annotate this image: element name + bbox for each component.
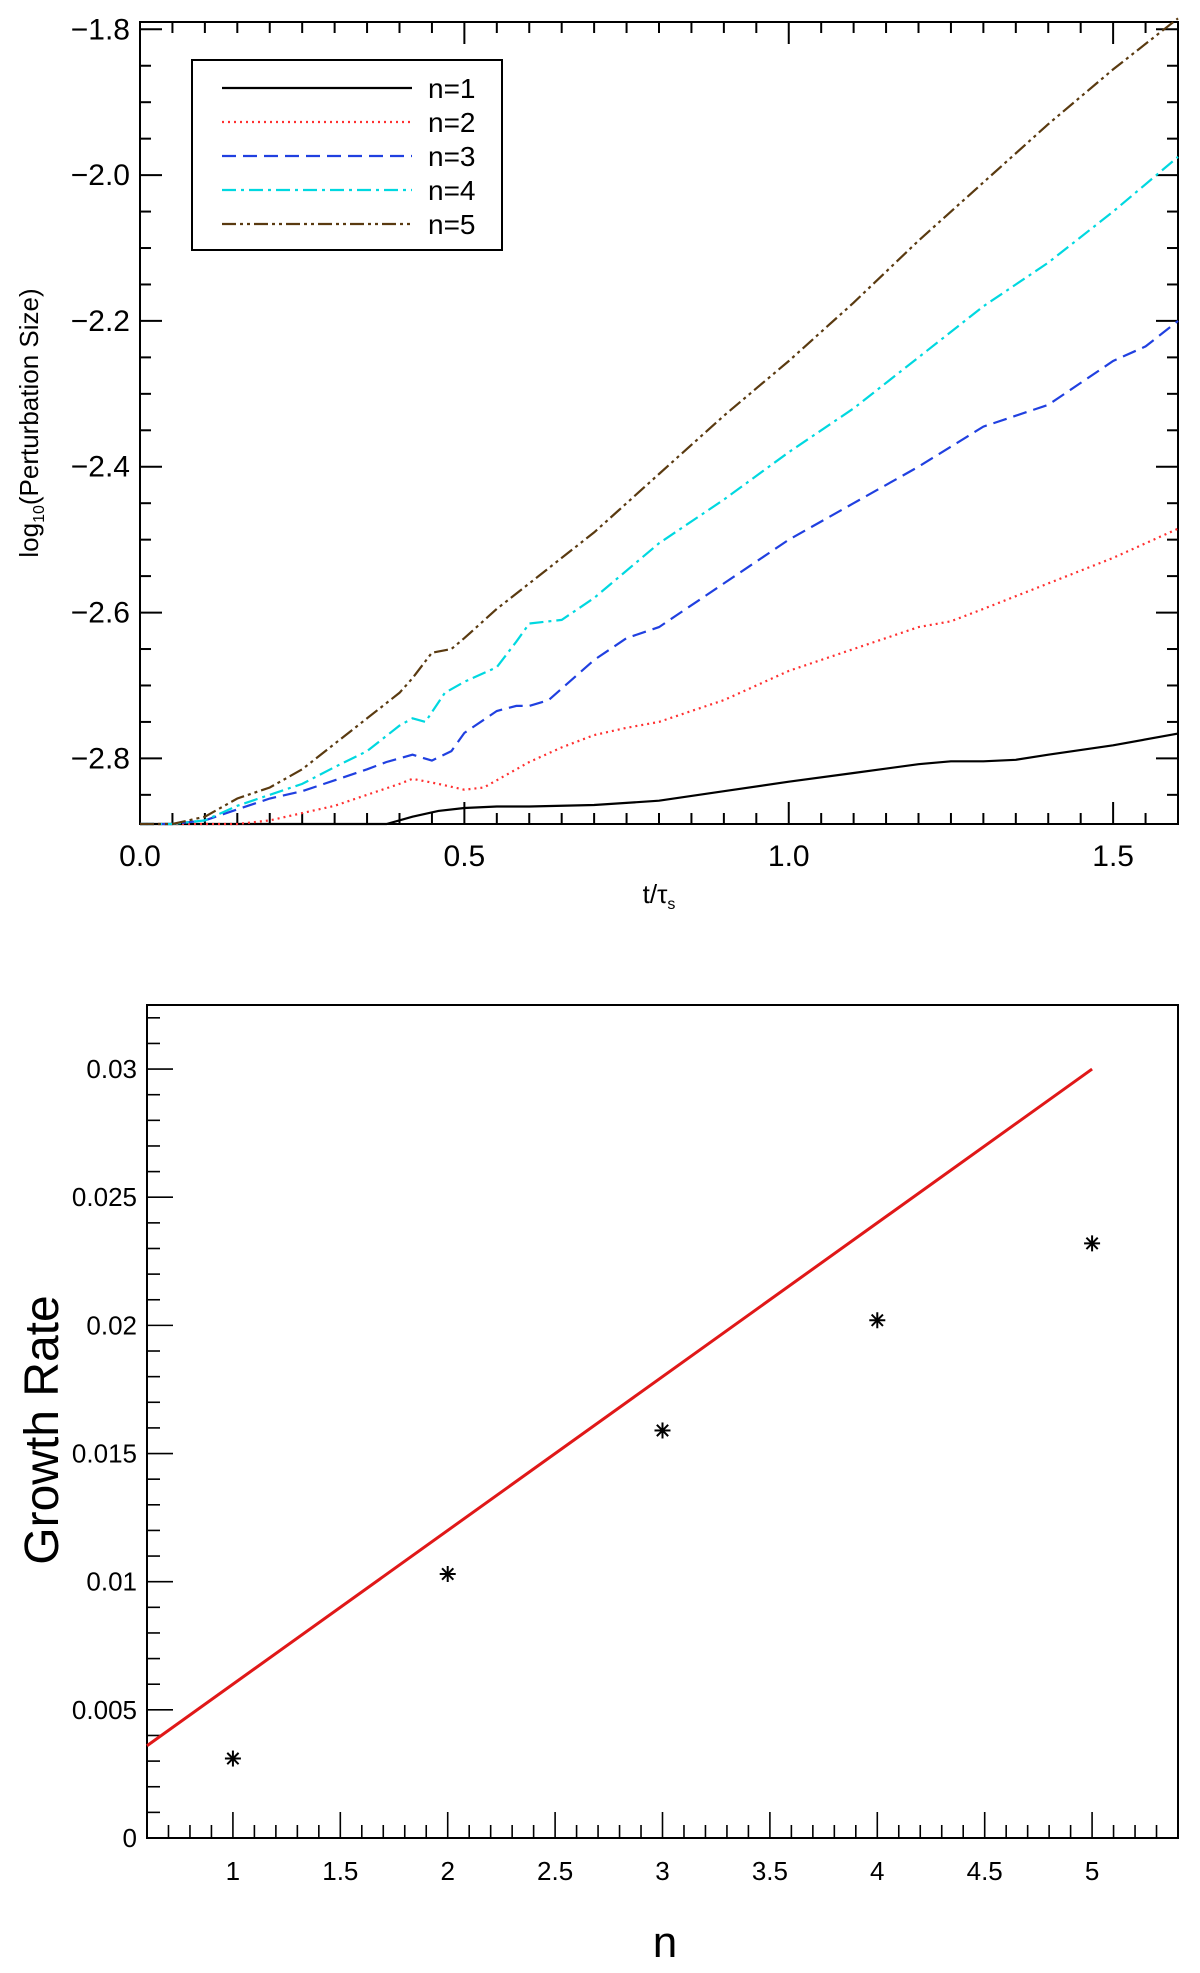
y-tick-label: 0 [123,1823,137,1853]
y-tick-label: 0.03 [86,1054,137,1084]
data-point-star [654,1422,671,1439]
fit-line [146,1067,1093,1747]
legend-label: n=4 [428,175,476,206]
y-tick-label: 0.015 [72,1439,137,1469]
data-point-star [1084,1235,1101,1252]
series-line-n4 [140,156,1179,826]
y-axis-title-rest: (Perturbation Size) [14,288,44,505]
x-axis-title-n: n [653,1918,677,1967]
y-tick-label: −2.4 [71,451,130,484]
perturbation-series-group [140,17,1179,826]
series-line-n1 [140,732,1179,826]
x-axis-title-sub: s [667,896,675,913]
x-tick-label: 1.0 [768,840,810,873]
y-axis-title: log10(Perturbation Size) [14,288,48,557]
y-tick-label: 0.02 [86,1310,137,1340]
y-axis-title-growth-rate: Growth Rate [16,1295,69,1564]
x-tick-label: 1.5 [1092,840,1134,873]
y-tick-label: −2.6 [71,597,130,630]
x-tick-label: 0.5 [444,840,486,873]
y-tick-label: 0.025 [72,1182,137,1212]
legend-label: n=5 [428,209,476,240]
legend-label: n=3 [428,141,476,172]
y-tick-label: −1.8 [71,13,130,46]
x-axis-title: t/τs [643,879,676,913]
x-tick-label: 3.5 [752,1856,788,1886]
y-tick-label: 0.01 [86,1567,137,1597]
star-stroke [226,1752,240,1765]
x-tick-label: 4 [870,1856,884,1886]
x-tick-label: 3 [655,1856,669,1886]
y-tick-label: −2.2 [71,305,130,338]
growth-rate-plot-frame [146,1004,1179,1839]
x-tick-label: 1.5 [322,1856,358,1886]
perturbation-chart: 0.0 0.5 1.0 1.5 −2.8 −2.6 −2.4 −2.2 −2.0 −1.8 n=1… [14,13,1179,913]
series-line-n3 [140,320,1179,826]
growth-rate-chart: 1 1.5 2 2.5 3 3.5 4 4.5 5 0 0.005 0.01 0.015 0.02 0.02… [16,1004,1179,1967]
x-axis-title-main: t/τ [643,879,668,909]
data-point-star [224,1750,241,1767]
legend: n=1n=2n=3n=4n=5 [191,59,503,251]
growth-rate-marks [146,1067,1101,1767]
series-line-n2 [140,527,1179,826]
y-tick-label: −2.0 [71,159,130,192]
y-axis-title-prefix: log [14,523,44,558]
x-tick-label: 0.0 [119,840,161,873]
y-tick-label: −2.8 [71,742,130,775]
y-axis-title-sub: 10 [31,505,48,523]
star-stroke [441,1567,455,1581]
star-stroke [870,1313,884,1327]
star-stroke [656,1424,669,1437]
x-tick-label: 4.5 [967,1856,1003,1886]
growth-rate-ticks: 1 1.5 2 2.5 3 3.5 4 4.5 5 0 0.005 0.01 0.015 0.02 0.02… [72,1017,1179,1886]
star-stroke [1085,1237,1099,1250]
x-tick-label: 2.5 [537,1856,573,1886]
legend-label: n=2 [428,107,476,138]
data-point-star [439,1566,456,1583]
y-tick-label: 0.005 [72,1695,137,1725]
perturbation-ticks: 0.0 0.5 1.0 1.5 −2.8 −2.6 −2.4 −2.2 −2.0 −1.8 [71,13,1179,873]
data-point-star [869,1312,886,1329]
legend-label: n=1 [428,73,476,104]
x-tick-label: 5 [1085,1856,1099,1886]
x-tick-label: 2 [440,1856,454,1886]
x-tick-label: 1 [226,1856,240,1886]
